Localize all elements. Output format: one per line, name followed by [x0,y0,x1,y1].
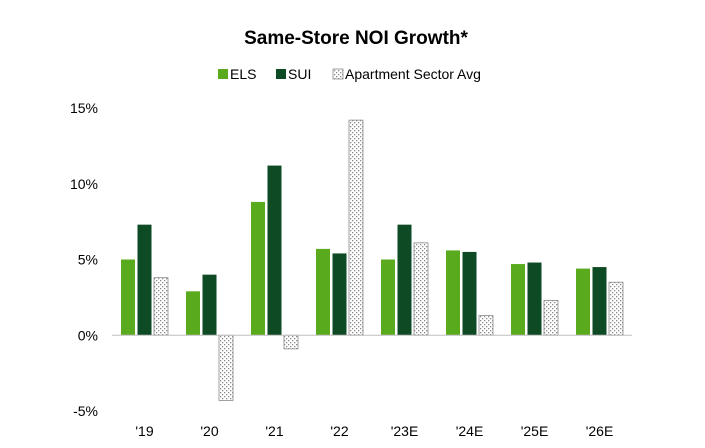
bar-apartment-sector-avg-22 [348,119,364,336]
bar-els-25e [511,264,525,336]
bar-apartment-sector-avg-19 [153,277,169,336]
bar-els-26e [576,268,590,336]
bar-sui-21 [267,165,282,336]
x-tick-label: '19 [135,423,153,439]
bar-apartment-sector-avg-21 [283,334,299,350]
legend-swatch-apartment-sector-avg [332,68,344,80]
x-axis: '19 '20 '21 '22 '23E '24E '25E '26E [112,334,632,439]
bar-apartment-sector-avg-24e [478,315,494,336]
y-axis: -5% 0% 5% 10% 15% [70,100,98,419]
bar-els-22 [316,248,330,336]
bar-apartment-sector-avg-25e [543,300,559,336]
legend: ELS SUI Apartment Sector Avg [218,66,481,82]
y-tick-label: 10% [70,176,98,192]
y-tick-label: 5% [78,252,98,268]
x-tick-label: '22 [330,423,348,439]
legend-label-apartment-sector-avg: Apartment Sector Avg [345,66,481,82]
bar-sui-25e [527,262,542,336]
chart-title: Same-Store NOI Growth* [244,28,468,49]
bar-sui-22 [332,253,347,336]
x-tick-label: '26E [586,423,614,439]
bar-els-21 [251,201,265,336]
y-tick-label: -5% [73,403,98,419]
x-tick-label: '20 [200,423,218,439]
x-tick-label: '24E [456,423,484,439]
x-tick-label: '23E [391,423,419,439]
bar-sui-24e [462,251,477,336]
bar-els-20 [186,291,200,336]
x-tick-label: '21 [265,423,283,439]
y-tick-label: 0% [78,327,98,343]
bar-apartment-sector-avg-26e [608,281,624,336]
legend-swatch-els [218,69,228,79]
legend-label-sui: SUI [288,66,311,82]
bar-apartment-sector-avg-23e [413,242,429,336]
x-tick-label: '25E [521,423,549,439]
bar-apartment-sector-avg-20 [218,334,234,401]
bar-sui-26e [592,267,607,336]
legend-label-els: ELS [230,66,256,82]
bar-els-19 [121,259,135,336]
y-tick-label: 15% [70,100,98,116]
bar-sui-19 [137,224,152,336]
bars [121,119,624,401]
bar-sui-23e [397,224,412,336]
bar-els-24e [446,250,460,336]
legend-swatch-sui [276,69,286,79]
bar-sui-20 [202,274,217,336]
bar-els-23e [381,259,395,336]
